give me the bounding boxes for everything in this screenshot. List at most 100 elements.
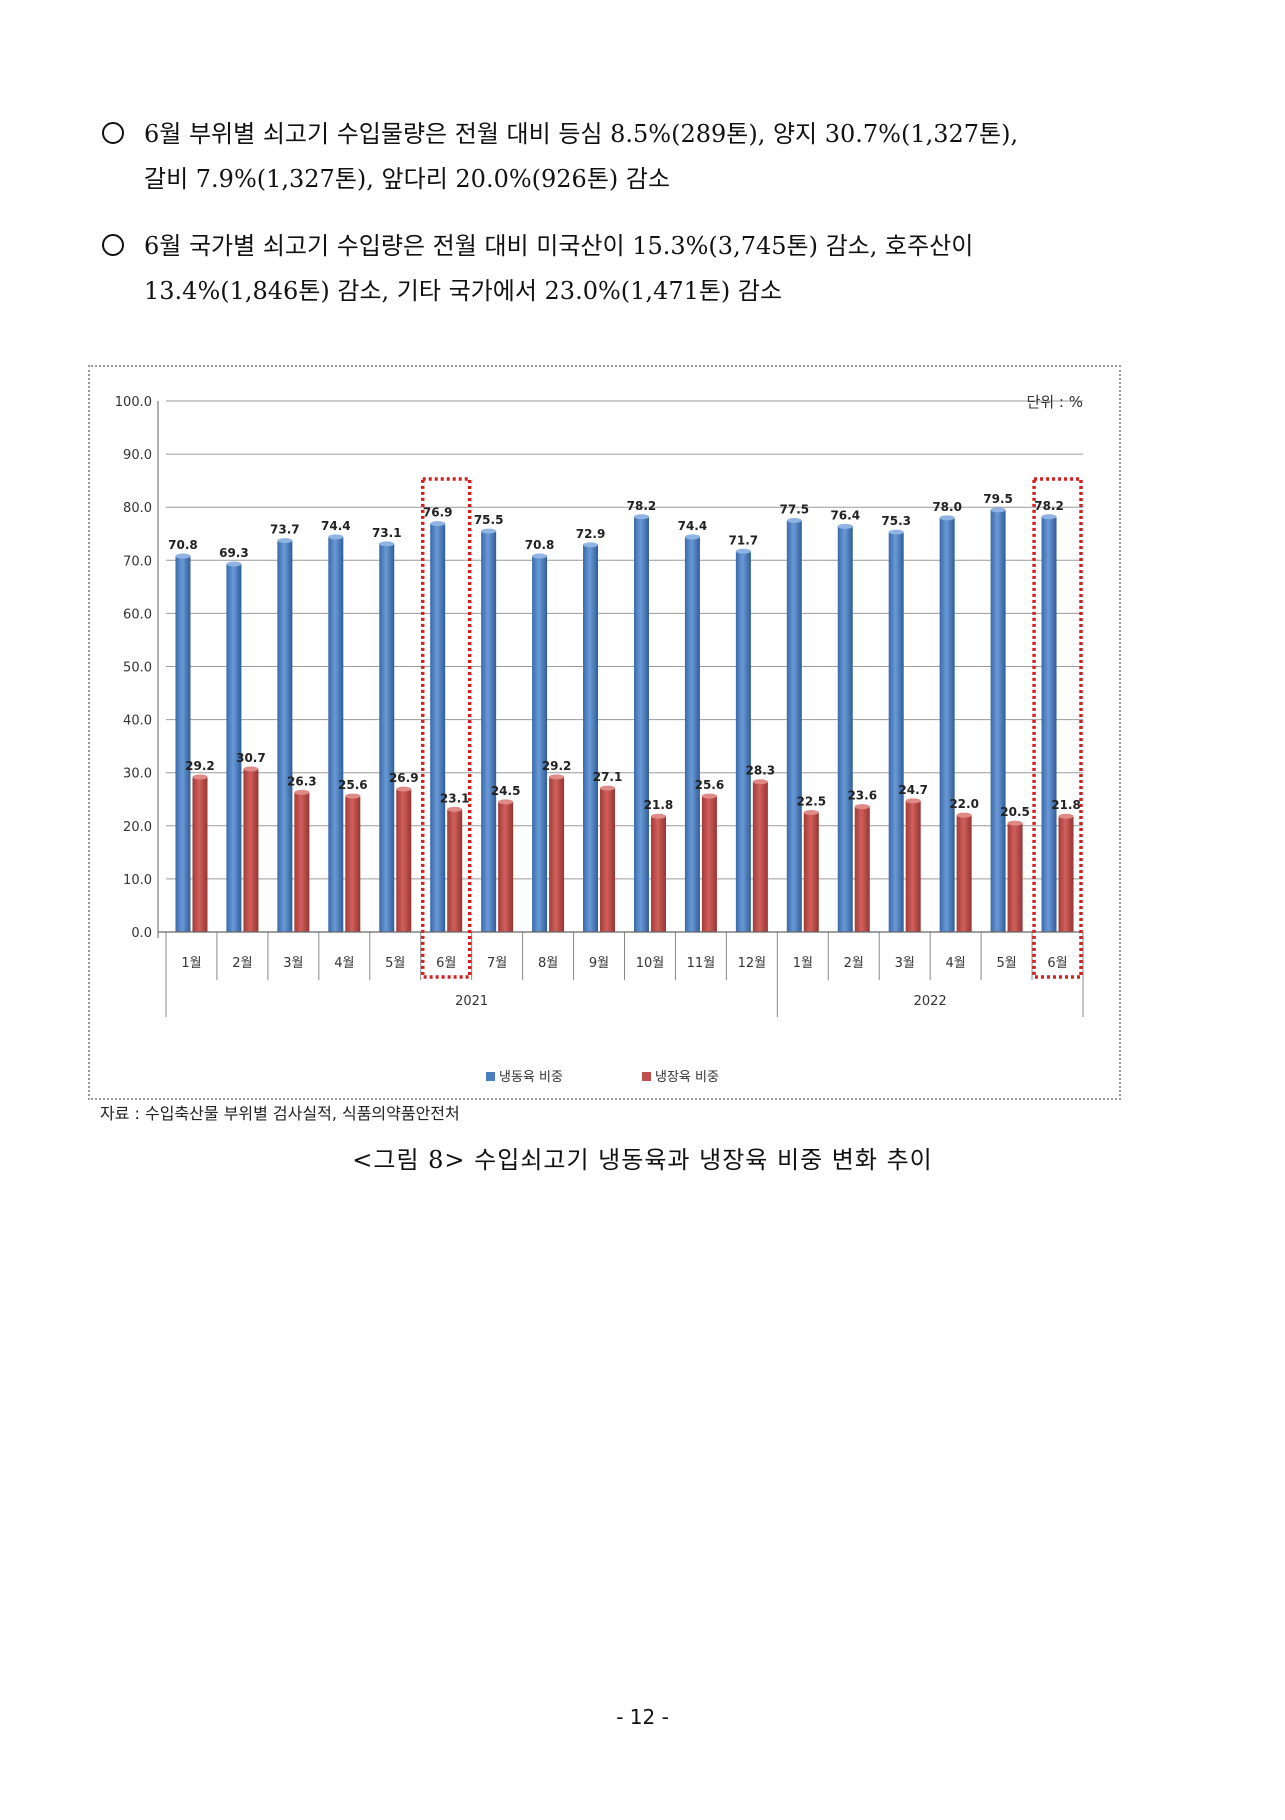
figure-caption: <그림 8> 수입쇠고기 냉동육과 냉장육 비중 변화 추이 [352,1146,933,1174]
bullet-2-line-2: 13.4%(1,846톤) 감소, 기타 국가에서 23.0%(1,471톤) … [144,277,783,305]
y-tick-label: 60.0 [123,607,152,622]
bar-frozen [379,543,395,932]
y-tick-label: 30.0 [123,767,152,782]
data-label-chilled: 22.0 [949,797,979,811]
bullet-1-line-1: 6월 부위별 쇠고기 수입물량은 전월 대비 등심 8.5%(289톤), 양지… [144,120,1019,148]
bar-top [905,798,921,804]
bar-chilled [345,796,361,932]
x-tick-label: 7월 [487,956,507,971]
bar-chilled [803,812,819,932]
bar-frozen [633,516,649,932]
year-group-label: 2022 [914,994,947,1009]
x-tick-label: 3월 [895,956,915,971]
highlight-box [420,477,472,979]
bar-chilled [1007,823,1023,932]
data-label-chilled: 26.9 [389,771,419,785]
legend-swatch-chilled [642,1072,651,1081]
bar-top [1007,820,1023,826]
y-tick-label: 50.0 [123,661,152,676]
bar-top [226,561,242,567]
data-label-frozen: 74.4 [321,519,351,533]
bar-top [294,789,310,795]
bar-top [735,548,751,554]
data-label-chilled: 29.2 [185,759,215,773]
bar-frozen [888,532,904,932]
bar-top [277,538,293,544]
bar-top [430,521,446,527]
x-tick-label: 10월 [636,956,665,971]
bar-chilled [549,776,565,932]
bar-top [498,799,514,805]
y-tick-label: 80.0 [123,501,152,516]
bar-top [328,534,344,540]
x-tick-label: 2월 [844,956,864,971]
bar-chilled [752,781,768,932]
highlight-box [1032,477,1083,979]
bullet-2-line-1: 6월 국가별 쇠고기 수입량은 전월 대비 미국산이 15.3%(3,745톤)… [144,232,974,260]
data-label-frozen: 70.8 [168,538,198,552]
x-tick-label: 1월 [793,956,813,971]
bar-frozen [328,536,344,932]
circle-bullet-icon [102,122,124,144]
bar-top [379,541,395,547]
data-label-frozen: 79.5 [983,492,1013,506]
data-label-chilled: 22.5 [797,795,827,809]
bar-frozen [583,544,599,932]
y-tick-label: 90.0 [123,448,152,463]
data-label-frozen: 76.4 [830,508,860,522]
bar-chilled [243,768,259,932]
data-label-frozen: 74.4 [678,519,708,533]
bar-frozen [735,551,751,932]
y-tick-label: 10.0 [123,873,152,888]
bar-chilled [905,800,921,932]
bar-chilled [650,816,666,932]
bar-chilled [701,796,717,932]
bar-frozen [1041,516,1057,932]
x-tick-label: 6월 [1047,956,1067,971]
bar-top [701,793,717,799]
y-tick-label: 70.0 [123,554,152,569]
x-tick-label: 6월 [436,956,456,971]
data-label-chilled: 21.8 [644,798,674,812]
bar-top [990,507,1006,513]
bar-top [175,553,191,559]
data-label-frozen: 78.0 [932,500,962,514]
data-label-chilled: 25.6 [695,778,725,792]
bar-top [600,785,616,791]
data-label-chilled: 24.5 [491,784,521,798]
bar-top [481,528,497,534]
data-label-frozen: 72.9 [576,527,606,541]
x-tick-label: 8월 [538,956,558,971]
year-group-label: 2021 [455,994,488,1009]
data-label-chilled: 24.7 [898,783,928,797]
bar-top [192,774,208,780]
bar-frozen [786,520,802,932]
legend-label-chilled: 냉장육 비중 [655,1070,719,1085]
bar-frozen [175,556,191,932]
bar-top [243,766,259,772]
bar-frozen [532,556,548,932]
data-label-chilled: 28.3 [746,764,776,778]
bar-chilled [498,801,514,932]
bar-frozen [684,536,700,932]
data-label-chilled: 23.1 [440,791,470,805]
bullet-1-line-2: 갈비 7.9%(1,327톤), 앞다리 20.0%(926톤) 감소 [144,165,671,193]
data-label-frozen: 78.2 [1034,499,1064,513]
bar-top [447,806,463,812]
data-label-chilled: 21.8 [1051,798,1081,812]
data-label-chilled: 29.2 [542,759,572,773]
bar-chilled [854,806,870,932]
bar-top [854,804,870,810]
y-tick-label: 20.0 [123,820,152,835]
data-label-frozen: 70.8 [525,538,555,552]
bar-chilled [447,809,463,932]
data-label-chilled: 20.5 [1000,805,1030,819]
bar-chilled [956,815,972,932]
bar-frozen [226,564,242,932]
x-tick-label: 12월 [738,956,767,971]
data-label-frozen: 77.5 [780,502,810,516]
bar-top [549,774,565,780]
bar-top [888,529,904,535]
page-number: - 12 - [616,1705,669,1729]
legend-label-frozen: 냉동육 비중 [499,1070,563,1085]
